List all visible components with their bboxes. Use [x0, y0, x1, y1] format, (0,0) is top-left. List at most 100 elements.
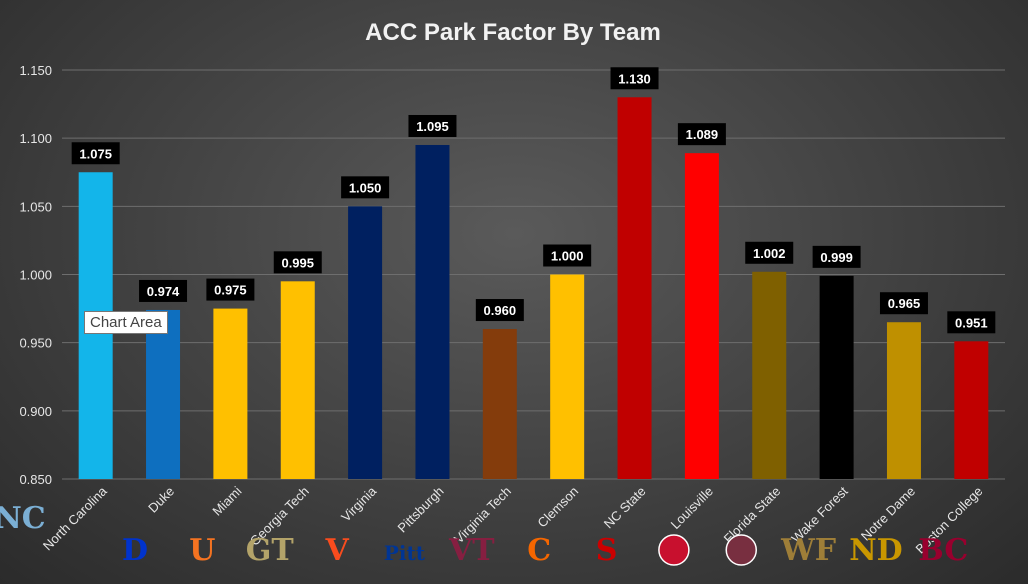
gt-logo: GT: [246, 533, 295, 568]
data-label-text: 0.974: [147, 284, 180, 299]
data-label-bg: [610, 67, 659, 90]
data-label-bg: [71, 142, 120, 165]
data-label-bg: [879, 292, 928, 315]
bar-miami[interactable]: [213, 308, 248, 479]
vt-logo-text: VT: [448, 533, 495, 568]
data-label-bg: [273, 251, 322, 274]
data-label: 0.960: [475, 299, 524, 322]
data-label: 1.095: [408, 114, 457, 137]
ncstate-s-logo: S: [596, 533, 618, 568]
bar-florida-state[interactable]: [752, 271, 787, 479]
y-tick-label: 1.150: [19, 63, 52, 78]
virginia-sabres-logo-text: V: [324, 533, 349, 568]
y-tick-label: 1.000: [19, 268, 52, 283]
data-label: 1.130: [610, 67, 659, 90]
gt-logo-text: GT: [246, 533, 295, 568]
data-label-text: 0.999: [820, 250, 853, 265]
x-axis: North Carolina Duke Miami Georgia Tech Virgi…: [40, 483, 986, 556]
pitt-script-logo-text: Pitt: [384, 541, 426, 565]
cardinal-bird-logo: [658, 534, 690, 566]
cardinal-bird-logo-shape: [658, 534, 690, 566]
y-tick-label: 0.950: [19, 336, 52, 351]
y-tick-label: 1.100: [19, 131, 52, 146]
data-label: 0.975: [206, 278, 255, 301]
data-label-bg: [947, 311, 996, 334]
ncstate-s-logo-text: S: [596, 533, 618, 568]
wf-logo: WF: [780, 533, 836, 568]
pitt-script-logo: Pitt: [384, 541, 426, 565]
bar-wake-forest[interactable]: [819, 275, 854, 479]
data-label: 1.000: [543, 244, 592, 267]
data-labels: 1.075 0.974 0.975 0.995 1.050 1.095 0.960 1.000…: [71, 67, 996, 334]
y-tick-label: 0.850: [19, 472, 52, 487]
duke-d-logo-text: D: [122, 533, 148, 568]
data-label-bg: [341, 176, 390, 199]
data-label-bg: [139, 279, 188, 302]
bc-logo: BC: [918, 533, 968, 568]
miami-u-logo-text: U: [189, 533, 215, 568]
data-label-bg: [812, 245, 861, 268]
data-label-text: 0.960: [484, 303, 517, 318]
seminole-head-logo: [725, 534, 757, 566]
x-tick-label: Louisville: [668, 484, 716, 532]
clemson-c-logo-text: C: [527, 533, 551, 568]
data-label-text: 1.130: [618, 71, 651, 86]
x-tick-label: Clemson: [534, 484, 581, 531]
bar-pittsburgh[interactable]: [415, 144, 450, 479]
clemson-c-logo: C: [527, 533, 551, 568]
data-label-bg: [543, 244, 592, 267]
bar-notre-dame[interactable]: [886, 322, 921, 479]
data-label-text: 1.095: [416, 119, 449, 134]
data-label-text: 1.075: [79, 146, 112, 161]
bar-georgia-tech[interactable]: [280, 281, 315, 479]
virginia-sabres-logo: V: [324, 533, 349, 568]
nd-logo-text: ND: [849, 533, 902, 568]
data-label: 0.965: [879, 292, 928, 315]
data-label-bg: [206, 278, 255, 301]
x-tick-label: North Carolina: [40, 483, 110, 553]
nd-logo: ND: [849, 533, 902, 568]
data-label-text: 0.951: [955, 315, 988, 330]
data-label: 1.089: [677, 123, 726, 146]
data-label: 0.974: [139, 279, 188, 302]
vt-logo: VT: [448, 533, 495, 568]
data-label-bg: [475, 299, 524, 322]
data-label: 1.075: [71, 142, 120, 165]
nc-interlock-logo: NC: [0, 501, 46, 536]
data-label: 0.999: [812, 245, 861, 268]
x-tick-label: Virginia: [338, 483, 380, 525]
bar-louisville[interactable]: [684, 153, 719, 479]
x-tick-label: NC State: [601, 484, 649, 532]
bar-nc-state[interactable]: [617, 97, 652, 480]
bc-logo-text: BC: [918, 533, 968, 568]
data-label-bg: [677, 123, 726, 146]
data-label-text: 0.995: [281, 255, 314, 270]
data-label-text: 1.002: [753, 246, 786, 261]
x-tick-label: Miami: [209, 483, 244, 518]
bar-clemson[interactable]: [550, 274, 585, 480]
data-label-text: 1.050: [349, 180, 382, 195]
data-label: 0.995: [273, 251, 322, 274]
bar-duke[interactable]: [146, 309, 181, 479]
bar-virginia-tech[interactable]: [482, 329, 517, 479]
wf-logo-text: WF: [780, 533, 836, 568]
bar-virginia[interactable]: [348, 206, 383, 480]
chart-title: ACC Park Factor By Team: [365, 19, 661, 46]
y-axis: 0.850 0.900 0.950 1.000 1.050 1.100 1.150: [19, 63, 52, 487]
seminole-head-logo-shape: [725, 534, 757, 566]
data-label: 1.050: [341, 176, 390, 199]
x-tick-label: Duke: [145, 484, 177, 516]
data-label-text: 1.000: [551, 249, 584, 264]
bar-boston-college[interactable]: [954, 341, 989, 479]
y-tick-label: 0.900: [19, 404, 52, 419]
nc-interlock-logo-text: NC: [0, 501, 46, 536]
data-label: 1.002: [745, 241, 794, 264]
gridlines: [62, 69, 1005, 480]
data-label-bg: [745, 241, 794, 264]
x-tick-label: Florida State: [721, 484, 784, 547]
duke-d-logo: D: [122, 533, 148, 568]
team-logos: NC D U GT V Pitt VT C S WF ND BC: [0, 501, 968, 568]
bars: [78, 97, 989, 480]
